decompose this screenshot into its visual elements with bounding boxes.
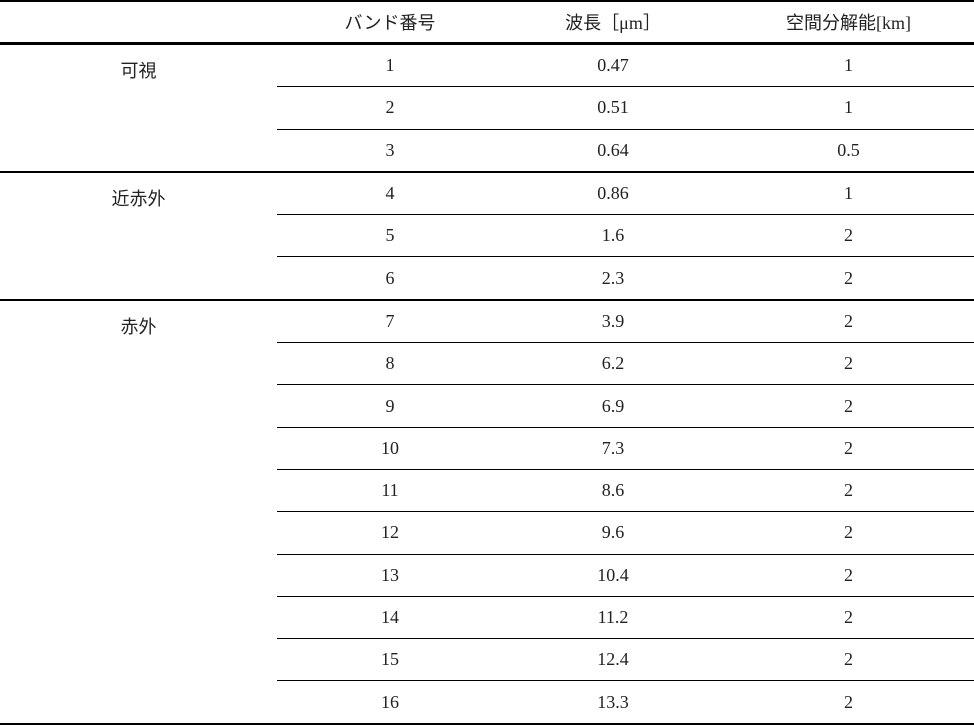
- table-row: 2 0.51 1: [0, 86, 974, 130]
- table-row: 13 10.4 2: [0, 553, 974, 597]
- category-label: 近赤外: [111, 188, 166, 209]
- table-row: 赤外 7 3.9 2: [0, 299, 974, 343]
- wavelength-cell: 13.3: [503, 680, 723, 724]
- band-number-cell: 13: [277, 553, 503, 597]
- resolution-cell: 2: [723, 426, 974, 470]
- header-band-number: バンド番号: [344, 13, 436, 33]
- resolution-cell: 2: [844, 310, 853, 331]
- table-row: 6 2.3 2: [0, 256, 974, 300]
- table-row: 12 9.6 2: [0, 511, 974, 555]
- wavelength-cell: 9.6: [503, 511, 723, 555]
- table-header: バンド番号 波長［μm］ 空間分解能[km]: [0, 1, 974, 44]
- table-row: 11 8.6 2: [0, 468, 974, 512]
- resolution-cell: 2: [723, 384, 974, 428]
- band-number-cell: 5: [277, 214, 503, 257]
- resolution-cell: 2: [723, 553, 974, 597]
- band-number-cell: 12: [277, 511, 503, 555]
- band-number-cell: 1: [385, 55, 395, 76]
- band-number-cell: 11: [277, 468, 503, 512]
- band-number-cell: 9: [277, 384, 503, 428]
- resolution-cell: 2: [723, 468, 974, 512]
- wavelength-cell: 0.51: [503, 86, 723, 130]
- band-number-cell: 14: [277, 595, 503, 639]
- resolution-cell: 2: [723, 595, 974, 639]
- band-number-cell: 15: [277, 638, 503, 681]
- band-number-cell: 4: [385, 183, 395, 204]
- table-row: 8 6.2 2: [0, 342, 974, 385]
- table-body: 可視 1 0.47 1 2 0.51 1 3 0.64 0.5 近赤外 4 0.86 1 5 1.6 2 6 2.3…: [0, 43, 974, 724]
- band-number-cell: 6: [277, 256, 503, 300]
- wavelength-cell: 0.64: [503, 128, 723, 172]
- table-row: 可視 1 0.47 1: [0, 43, 974, 87]
- resolution-cell: 2: [723, 511, 974, 555]
- resolution-cell: 2: [723, 342, 974, 385]
- wavelength-cell: 0.47: [597, 55, 629, 76]
- resolution-cell: 2: [723, 680, 974, 724]
- resolution-cell: 1: [844, 55, 853, 76]
- category-label: 赤外: [120, 316, 157, 337]
- table-row: 10 7.3 2: [0, 426, 974, 470]
- wavelength-cell: 8.6: [503, 468, 723, 512]
- band-number-cell: 10: [277, 426, 503, 470]
- table-row: 9 6.9 2: [0, 384, 974, 428]
- resolution-cell: 1: [844, 183, 853, 204]
- band-number-cell: 3: [277, 128, 503, 172]
- band-number-cell: 16: [277, 680, 503, 724]
- header-category: [0, 1, 277, 44]
- wavelength-cell: 7.3: [503, 426, 723, 470]
- table-row: 3 0.64 0.5: [0, 128, 974, 172]
- wavelength-cell: 11.2: [503, 595, 723, 639]
- header-wavelength: 波長［μm］: [565, 13, 661, 33]
- wavelength-cell: 2.3: [503, 256, 723, 300]
- table-row: 15 12.4 2: [0, 638, 974, 681]
- resolution-cell: 2: [723, 214, 974, 257]
- table-row: 近赤外 4 0.86 1: [0, 171, 974, 215]
- resolution-cell: 0.5: [723, 128, 974, 172]
- wavelength-cell: 6.9: [503, 384, 723, 428]
- resolution-cell: 1: [723, 86, 974, 130]
- band-number-cell: 7: [385, 310, 395, 331]
- wavelength-cell: 10.4: [503, 553, 723, 597]
- resolution-cell: 2: [723, 256, 974, 300]
- table-row: 5 1.6 2: [0, 214, 974, 257]
- wavelength-cell: 1.6: [503, 214, 723, 257]
- wavelength-cell: 3.9: [601, 310, 625, 331]
- table-row: 16 13.3 2: [0, 680, 974, 724]
- header-spatial-resolution: 空間分解能[km]: [786, 13, 911, 33]
- wavelength-cell: 0.86: [597, 183, 629, 204]
- band-number-cell: 8: [277, 342, 503, 385]
- wavelength-cell: 12.4: [503, 638, 723, 681]
- band-number-cell: 2: [277, 86, 503, 130]
- wavelength-cell: 6.2: [503, 342, 723, 385]
- category-label: 可視: [120, 61, 157, 81]
- table-row: 14 11.2 2: [0, 595, 974, 639]
- resolution-cell: 2: [723, 638, 974, 681]
